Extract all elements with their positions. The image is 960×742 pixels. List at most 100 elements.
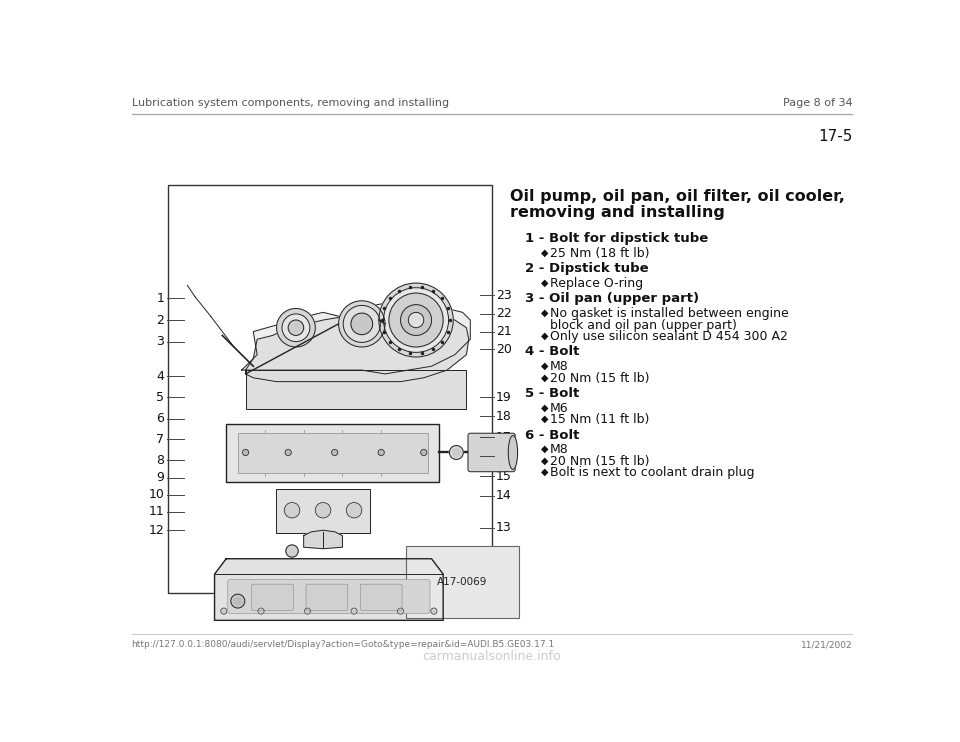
Circle shape [397,608,403,614]
Circle shape [344,306,380,342]
Text: ◆: ◆ [540,467,548,477]
Circle shape [285,450,291,456]
FancyBboxPatch shape [228,580,430,614]
Text: 3: 3 [156,335,164,348]
Circle shape [408,312,423,328]
Text: Oil pump, oil pan, oil filter, oil cooler,: Oil pump, oil pan, oil filter, oil coole… [510,189,845,204]
Text: removing and installing: removing and installing [510,205,725,220]
Text: 23: 23 [496,289,512,302]
Text: 16: 16 [496,450,512,463]
Text: 21: 21 [496,325,512,338]
Circle shape [383,288,448,352]
Circle shape [389,293,444,347]
FancyBboxPatch shape [252,584,294,611]
Circle shape [420,450,427,456]
Circle shape [379,283,453,357]
Text: 15: 15 [496,470,512,483]
Text: 17-5: 17-5 [818,129,852,144]
Text: 22: 22 [496,307,512,321]
Text: ◆: ◆ [540,308,548,318]
Circle shape [234,597,242,605]
Text: carmanualsonline.info: carmanualsonline.info [422,649,562,663]
Text: 10: 10 [148,488,164,502]
FancyBboxPatch shape [306,584,348,611]
Ellipse shape [508,436,517,470]
Text: 19: 19 [496,390,512,404]
Text: Only use silicon sealant D 454 300 A2: Only use silicon sealant D 454 300 A2 [550,330,788,343]
Circle shape [258,608,264,614]
Circle shape [221,608,227,614]
Text: 13: 13 [496,522,512,534]
Text: ◆: ◆ [540,372,548,382]
Text: 1 - Bolt for dipstick tube: 1 - Bolt for dipstick tube [525,232,708,246]
Circle shape [230,594,245,608]
FancyBboxPatch shape [360,584,402,611]
Text: ◆: ◆ [540,278,548,288]
Text: Replace O-ring: Replace O-ring [550,277,643,290]
Bar [238,433,427,473]
Text: 5: 5 [156,390,164,404]
Circle shape [243,450,249,456]
Text: M6: M6 [550,401,568,415]
Circle shape [449,445,464,459]
Text: 3 - Oil pan (upper part): 3 - Oil pan (upper part) [525,292,700,305]
Circle shape [331,450,338,456]
Text: 11/21/2002: 11/21/2002 [801,640,852,649]
Text: 1: 1 [156,292,164,305]
Circle shape [339,301,385,347]
Circle shape [452,449,460,456]
Text: 20 Nm (15 ft lb): 20 Nm (15 ft lb) [550,372,650,384]
Text: ◆: ◆ [540,361,548,371]
Polygon shape [242,301,470,374]
Circle shape [351,608,357,614]
Text: ◆: ◆ [540,414,548,424]
FancyBboxPatch shape [246,370,467,409]
Text: 6: 6 [156,412,164,425]
Text: ◆: ◆ [540,331,548,341]
Circle shape [282,314,310,341]
Text: 14: 14 [496,489,512,502]
Text: 20: 20 [496,343,512,356]
Circle shape [284,502,300,518]
Text: block and oil pan (upper part): block and oil pan (upper part) [550,318,737,332]
Circle shape [288,320,303,335]
Polygon shape [246,309,468,381]
Text: 20 Nm (15 ft lb): 20 Nm (15 ft lb) [550,455,650,467]
Circle shape [347,502,362,518]
Circle shape [315,502,331,518]
Polygon shape [214,559,444,620]
Text: A17-0069: A17-0069 [437,577,488,587]
Circle shape [286,545,299,557]
Text: ◆: ◆ [540,248,548,257]
FancyBboxPatch shape [276,489,371,533]
Text: Lubrication system components, removing and installing: Lubrication system components, removing … [132,98,448,108]
Text: 8: 8 [156,453,164,467]
Text: M8: M8 [550,360,569,373]
Text: M8: M8 [550,443,569,456]
Text: 17: 17 [496,430,512,444]
Circle shape [378,450,384,456]
Circle shape [276,309,315,347]
Text: 9: 9 [156,471,164,485]
Text: No gasket is installed between engine: No gasket is installed between engine [550,307,789,320]
Text: 11: 11 [149,505,164,518]
Bar [168,186,492,594]
Text: 2 - Dipstick tube: 2 - Dipstick tube [525,262,649,275]
Text: ◆: ◆ [540,456,548,465]
Text: Page 8 of 34: Page 8 of 34 [782,98,852,108]
Text: 5 - Bolt: 5 - Bolt [525,387,580,400]
Circle shape [400,305,432,335]
Text: 6 - Bolt: 6 - Bolt [525,429,580,441]
Text: http://127.0.0.1:8080/audi/servlet/Display?action=Goto&type=repair&id=AUDI.B5.GE: http://127.0.0.1:8080/audi/servlet/Displ… [132,640,555,649]
Text: 25 Nm (18 ft lb): 25 Nm (18 ft lb) [550,247,650,260]
Text: Bolt is next to coolant drain plug: Bolt is next to coolant drain plug [550,466,755,479]
Text: ◆: ◆ [540,402,548,413]
Text: ◆: ◆ [540,444,548,454]
Text: 2: 2 [156,314,164,326]
FancyBboxPatch shape [468,433,516,472]
FancyBboxPatch shape [227,424,440,482]
Text: 18: 18 [496,410,512,423]
Text: 7: 7 [156,433,164,446]
Circle shape [351,313,372,335]
Text: 4 - Bolt: 4 - Bolt [525,346,580,358]
